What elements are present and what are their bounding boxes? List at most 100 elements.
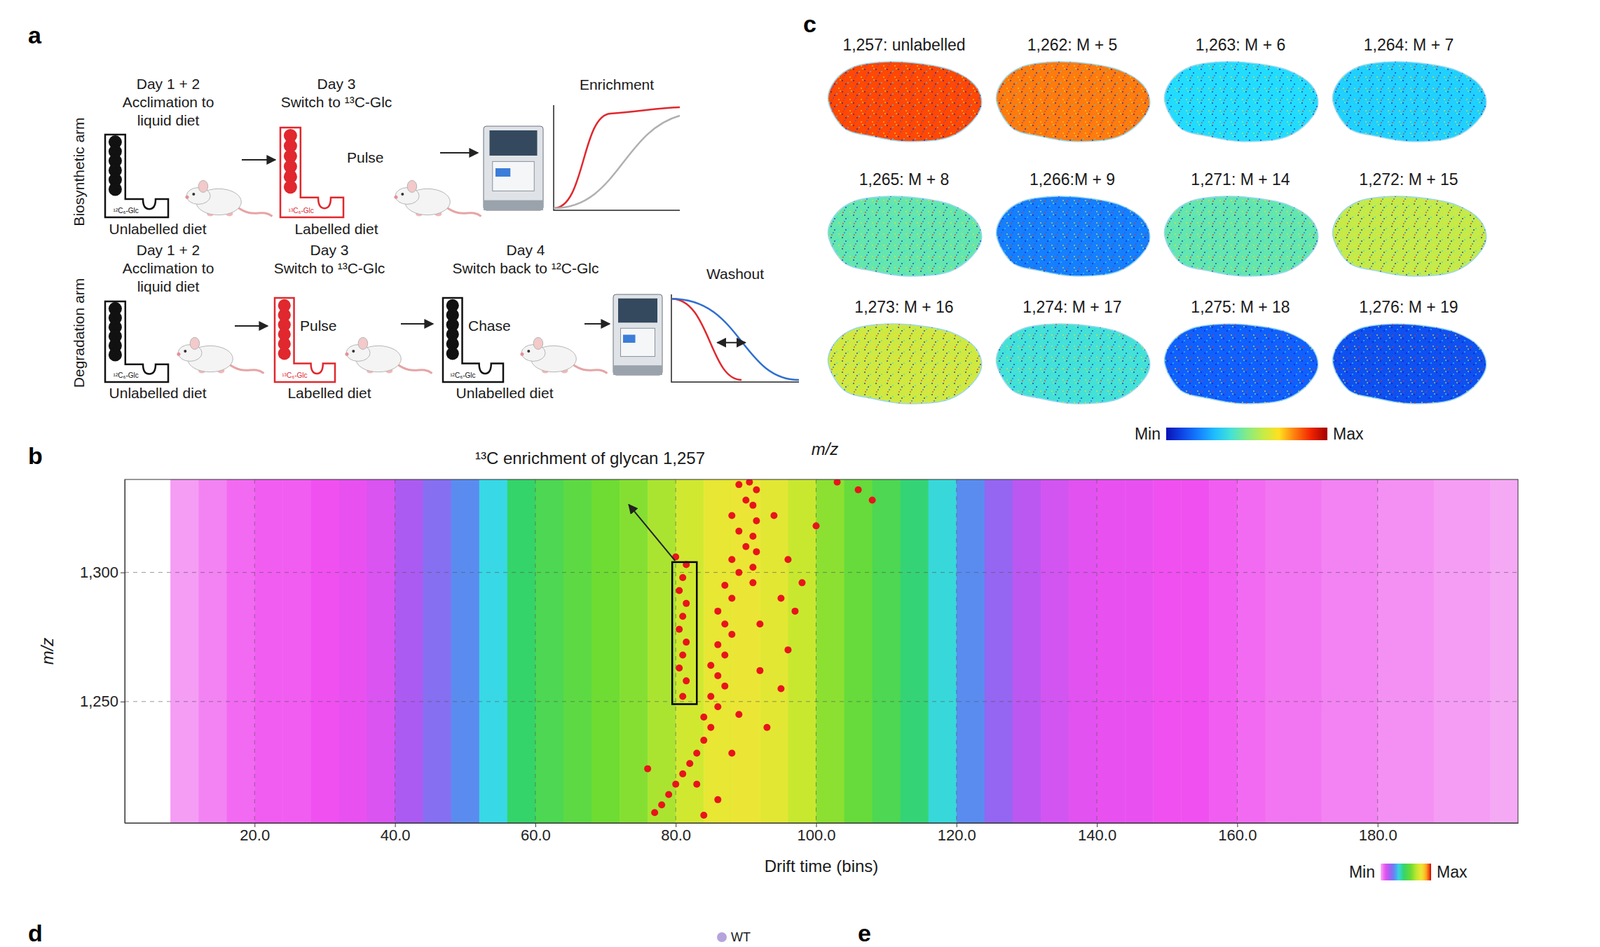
heat-cell bbox=[1180, 479, 1210, 823]
heat-cell bbox=[731, 479, 761, 823]
tissue-image bbox=[1164, 196, 1318, 277]
tick-label: 1,300 bbox=[79, 563, 119, 581]
heat-cell bbox=[675, 479, 705, 823]
tail bbox=[236, 206, 273, 217]
panel-letter: d bbox=[28, 919, 43, 947]
step-diet: Labelled diet bbox=[287, 384, 371, 401]
heat-cell bbox=[451, 479, 481, 823]
nose bbox=[176, 352, 181, 357]
ms-body bbox=[483, 126, 544, 211]
ms-base bbox=[483, 200, 544, 211]
panel-b: 20.040.060.080.0100.0120.0140.0160.0180.… bbox=[37, 448, 1519, 881]
step-day: Day 4 bbox=[506, 241, 546, 258]
tick-label: 20.0 bbox=[239, 826, 270, 844]
tick-group: 20.0 bbox=[239, 822, 270, 844]
panel-a: Biosynthetic armDegradation armDay 1 + 2… bbox=[70, 75, 799, 401]
tick-label: 180.0 bbox=[1358, 826, 1398, 844]
scatter-point bbox=[682, 677, 690, 685]
grid-line bbox=[1236, 479, 1238, 823]
heat-cell bbox=[310, 479, 340, 823]
heat-cell bbox=[563, 479, 593, 823]
nose bbox=[520, 352, 524, 357]
tissue-image bbox=[1332, 61, 1486, 142]
heat-cell bbox=[759, 479, 789, 823]
bottle-icon: ¹²C₆-Glc bbox=[105, 134, 169, 218]
heat-cell bbox=[254, 479, 284, 823]
eye bbox=[527, 349, 530, 353]
axis-title: m/z bbox=[37, 637, 57, 666]
tissue-texture bbox=[827, 61, 982, 142]
schematic-curve bbox=[553, 107, 680, 209]
bottle bbox=[274, 297, 335, 382]
scatter-point bbox=[752, 486, 760, 494]
axis-line bbox=[124, 480, 126, 824]
x-axis: 20.040.060.080.0100.0120.0140.0160.0180.… bbox=[125, 822, 1519, 844]
heat-cell bbox=[338, 479, 368, 823]
scatter-point bbox=[682, 638, 690, 646]
ms-top bbox=[618, 298, 658, 324]
tick-group: 40.0 bbox=[380, 822, 411, 844]
tick-group: 60.0 bbox=[520, 822, 551, 844]
arrow bbox=[717, 342, 746, 344]
heat-cell bbox=[1012, 479, 1042, 823]
image-label: 1,275: M + 18 bbox=[1190, 297, 1290, 317]
grid-line bbox=[124, 700, 1519, 702]
heat-cell bbox=[1124, 479, 1154, 823]
scatter-point bbox=[770, 512, 778, 520]
grid-line bbox=[254, 479, 256, 823]
axis-label: m/z bbox=[811, 439, 839, 459]
eye bbox=[351, 349, 355, 353]
scatter-point bbox=[700, 736, 708, 744]
heat-cell bbox=[198, 479, 228, 823]
plot-title: Washout bbox=[706, 265, 764, 282]
heat-cell bbox=[619, 479, 649, 823]
tissue-texture bbox=[1164, 196, 1318, 277]
scatter-point bbox=[784, 646, 792, 654]
ms-body bbox=[613, 294, 663, 375]
image-label: 1,273: M + 16 bbox=[854, 297, 954, 317]
scatter-point bbox=[777, 594, 785, 602]
schematic-axes bbox=[553, 105, 680, 211]
ms-screen bbox=[495, 168, 511, 177]
heat-cell bbox=[956, 479, 986, 823]
heat-cell bbox=[900, 479, 930, 823]
scatter-point bbox=[679, 770, 687, 778]
arrow bbox=[628, 504, 675, 561]
step-diet: Labelled diet bbox=[294, 220, 378, 237]
step-phase: Pulse bbox=[346, 149, 385, 166]
scatter-point bbox=[721, 581, 729, 589]
scatter-point bbox=[714, 641, 722, 649]
scatter-point bbox=[714, 796, 722, 804]
panel-letter: b bbox=[28, 442, 43, 469]
tick-group: 1,300 bbox=[79, 563, 125, 581]
image-label: 1,266:M + 9 bbox=[1029, 170, 1116, 189]
scatter-point bbox=[749, 563, 757, 571]
scatter-point bbox=[714, 607, 722, 615]
scatter-point bbox=[679, 692, 687, 700]
ms-top bbox=[489, 130, 538, 156]
scatter-point bbox=[693, 780, 701, 788]
grid-line bbox=[955, 479, 957, 823]
heat-cell bbox=[1293, 479, 1323, 823]
scatter-point bbox=[675, 664, 683, 672]
arrow bbox=[440, 152, 478, 154]
mass-spectrometer bbox=[613, 294, 663, 375]
scatter-point bbox=[728, 594, 736, 602]
chart-title: ¹³C enrichment of glycan 1,257 bbox=[475, 448, 706, 468]
arrow bbox=[584, 323, 610, 325]
bottle-label: ¹²C₆-Glc bbox=[113, 371, 139, 380]
grid-line bbox=[1377, 479, 1378, 823]
tissue-image bbox=[1332, 323, 1486, 404]
colorbar-label: Max bbox=[1332, 424, 1364, 443]
scatter-point bbox=[749, 501, 757, 509]
nose bbox=[344, 352, 349, 357]
scatter-point bbox=[735, 480, 743, 488]
heat-cell bbox=[1405, 479, 1435, 823]
heat-cell bbox=[844, 479, 874, 823]
heat-cell bbox=[1208, 479, 1238, 823]
scatter-point bbox=[721, 620, 729, 628]
scatter-point bbox=[756, 667, 764, 675]
scatter-point bbox=[679, 612, 687, 620]
scatter-point bbox=[749, 578, 757, 586]
colorbar-label: Min bbox=[1349, 862, 1376, 881]
